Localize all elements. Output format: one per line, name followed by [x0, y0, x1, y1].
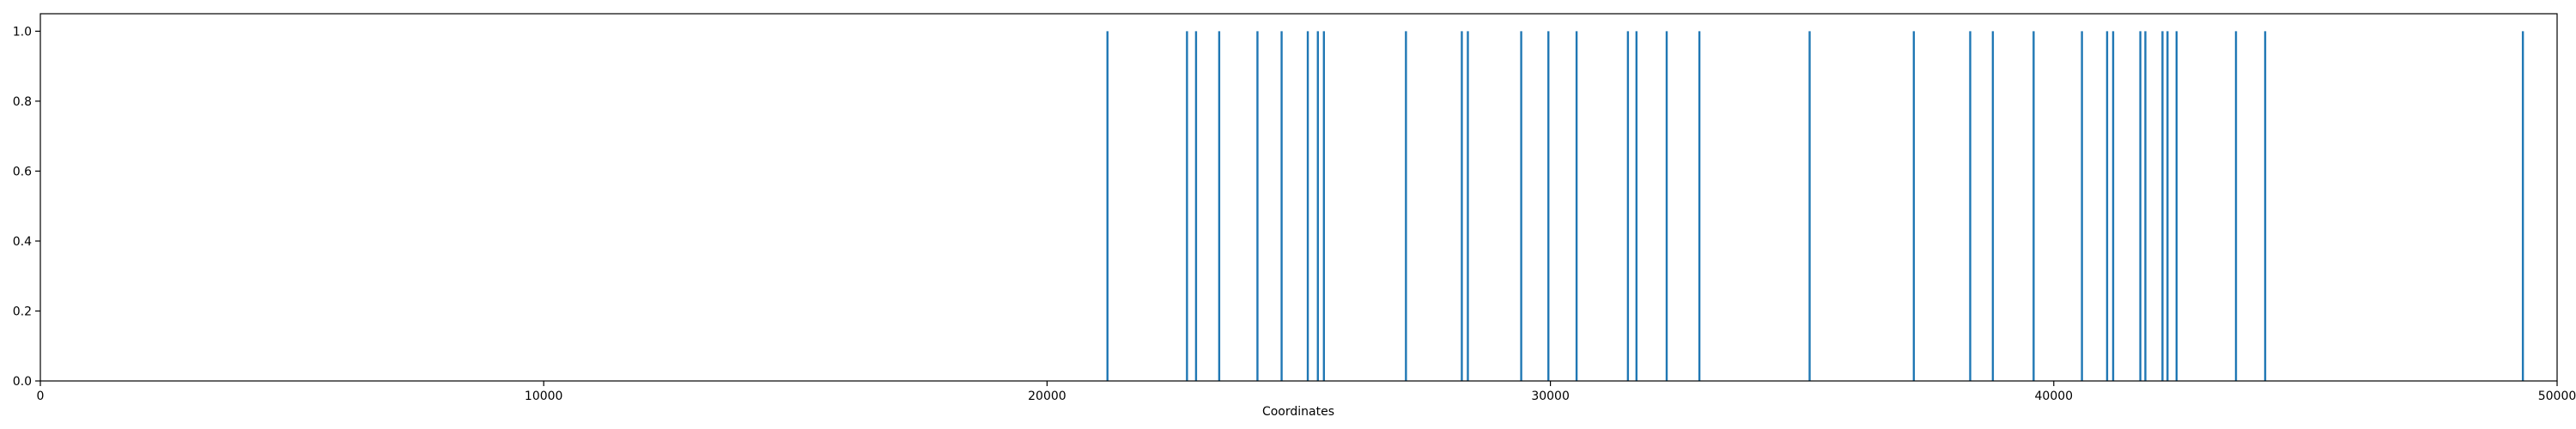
x-tick-label: 40000: [2035, 390, 2074, 403]
data-marks: [1106, 31, 2524, 381]
y-axis: 0.0 0.2 0.4 0.6 0.8 1.0: [13, 25, 40, 389]
x-tick-label: 50000: [2538, 390, 2576, 403]
x-tick-label: 10000: [525, 390, 563, 403]
x-axis-title: Coordinates: [1262, 405, 1334, 419]
y-tick-label: 0.2: [13, 305, 32, 318]
y-tick-label: 0.6: [13, 165, 32, 178]
y-tick-label: 0.4: [13, 235, 32, 249]
y-tick-label: 1.0: [13, 25, 32, 39]
x-tick-label: 20000: [1028, 390, 1066, 403]
y-tick-label: 0.8: [13, 95, 32, 109]
plot-frame: [39, 13, 2558, 382]
y-tick-label: 0.0: [13, 375, 32, 389]
x-tick-label: 0: [37, 390, 45, 403]
x-tick-label: 30000: [1531, 390, 1570, 403]
x-axis: 0 10000 20000 30000 40000 50000: [37, 381, 2576, 403]
